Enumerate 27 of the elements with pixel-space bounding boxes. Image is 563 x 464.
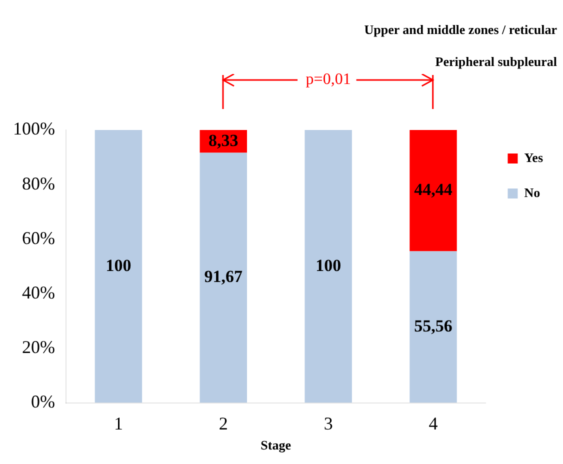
data-label: 100 [106, 256, 132, 275]
x-tick-label: 3 [324, 413, 333, 434]
y-tick-label: 60% [22, 228, 55, 248]
x-tick-label: 1 [114, 413, 123, 434]
y-tick-label: 20% [22, 336, 55, 357]
bar [200, 152, 248, 403]
chart-subtitle: Peripheral subpleural [434, 53, 557, 71]
x-axis-title: Stage [260, 438, 292, 453]
bar [410, 130, 457, 252]
x-tick-label: 2 [218, 413, 228, 434]
y-tick-label: 100% [12, 118, 55, 139]
data-label: 55,56 [414, 316, 452, 336]
y-tick-label: 80% [22, 173, 55, 194]
legend-label: No [524, 184, 540, 200]
bar [304, 130, 352, 403]
data-label: 44,44 [414, 180, 453, 200]
y-tick-label: 40% [22, 282, 55, 302]
data-label: 100 [316, 256, 342, 275]
chart-title: Upper and middle zones / reticular [364, 21, 557, 39]
data-label: 91,67 [204, 267, 244, 286]
data-label: 8,33 [208, 130, 238, 150]
y-tick-label: 0% [30, 392, 55, 412]
text: p=0,01 [306, 71, 351, 88]
x-tick-label: 4 [428, 413, 438, 434]
bar [410, 251, 457, 403]
legend-label: Yes [524, 150, 544, 165]
bar [94, 130, 142, 403]
